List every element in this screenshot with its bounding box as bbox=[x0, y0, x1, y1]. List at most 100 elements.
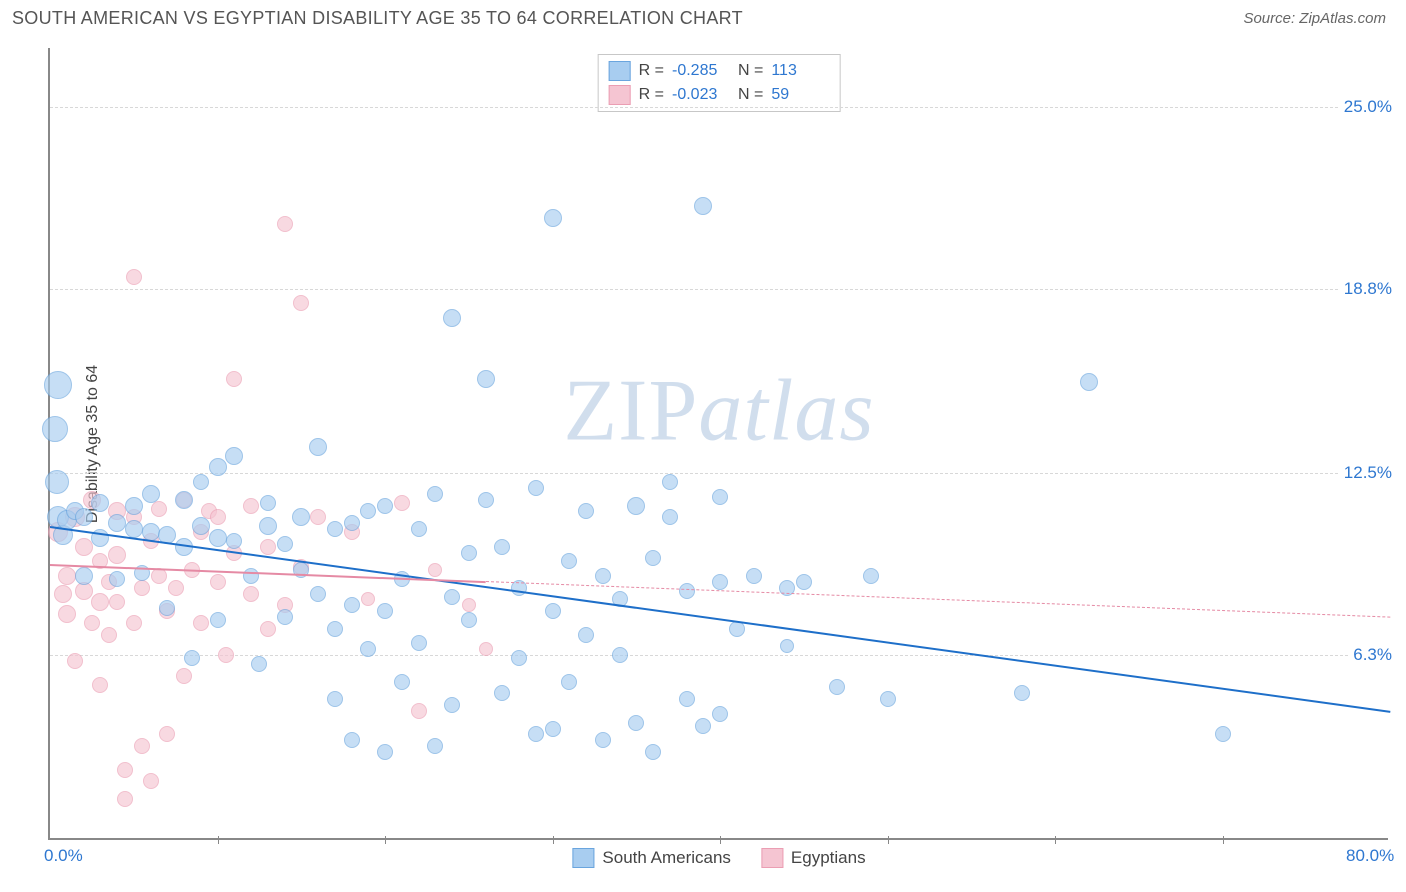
scatter-point bbox=[694, 197, 712, 215]
scatter-point bbox=[444, 589, 460, 605]
scatter-point bbox=[494, 539, 510, 555]
scatter-point bbox=[42, 416, 68, 442]
scatter-point bbox=[126, 615, 142, 631]
scatter-point bbox=[91, 593, 109, 611]
scatter-point bbox=[1215, 726, 1231, 742]
scatter-point bbox=[863, 568, 879, 584]
stats-legend: R = -0.285 N = 113 R = -0.023 N = 59 bbox=[598, 54, 841, 112]
scatter-point bbox=[578, 503, 594, 519]
scatter-point bbox=[377, 744, 393, 760]
scatter-point bbox=[528, 480, 544, 496]
scatter-point bbox=[125, 520, 143, 538]
watermark: ZIPatlas bbox=[563, 361, 874, 462]
r-label-1: R = bbox=[639, 62, 664, 80]
r-value-2: -0.023 bbox=[672, 86, 730, 104]
scatter-point bbox=[209, 458, 227, 476]
n-value-1: 113 bbox=[771, 62, 829, 80]
scatter-point bbox=[143, 773, 159, 789]
scatter-point bbox=[193, 474, 209, 490]
scatter-point bbox=[44, 371, 72, 399]
scatter-point bbox=[75, 538, 93, 556]
x-tick-mark bbox=[385, 836, 386, 844]
legend-item-series2: Egyptians bbox=[761, 848, 866, 868]
x-tick-mark bbox=[553, 836, 554, 844]
gridline bbox=[50, 107, 1388, 108]
scatter-point bbox=[427, 738, 443, 754]
scatter-point bbox=[394, 674, 410, 690]
scatter-point bbox=[595, 732, 611, 748]
series-legend: South Americans Egyptians bbox=[572, 848, 865, 868]
stats-row-series1: R = -0.285 N = 113 bbox=[609, 59, 830, 83]
scatter-point bbox=[612, 647, 628, 663]
scatter-point bbox=[226, 371, 242, 387]
scatter-point bbox=[226, 533, 242, 549]
scatter-point bbox=[151, 501, 167, 517]
scatter-point bbox=[428, 563, 442, 577]
scatter-point bbox=[117, 762, 133, 778]
scatter-point bbox=[243, 586, 259, 602]
gridline bbox=[50, 289, 1388, 290]
scatter-point bbox=[780, 639, 794, 653]
source-attribution: Source: ZipAtlas.com bbox=[1243, 10, 1386, 27]
scatter-point bbox=[277, 216, 293, 232]
scatter-point bbox=[168, 580, 184, 596]
x-tick-mark bbox=[888, 836, 889, 844]
scatter-point bbox=[545, 721, 561, 737]
legend-label-2: Egyptians bbox=[791, 848, 866, 868]
scatter-point bbox=[58, 605, 76, 623]
swatch-series1 bbox=[609, 61, 631, 81]
scatter-point bbox=[45, 470, 69, 494]
scatter-point bbox=[58, 567, 76, 585]
chart-header: SOUTH AMERICAN VS EGYPTIAN DISABILITY AG… bbox=[0, 0, 1406, 35]
scatter-point bbox=[175, 491, 193, 509]
scatter-point bbox=[444, 697, 460, 713]
scatter-point bbox=[260, 621, 276, 637]
scatter-point bbox=[679, 583, 695, 599]
scatter-point bbox=[225, 447, 243, 465]
scatter-point bbox=[117, 791, 133, 807]
scatter-point bbox=[746, 568, 762, 584]
scatter-point bbox=[209, 529, 227, 547]
scatter-point bbox=[712, 706, 728, 722]
scatter-point bbox=[210, 574, 226, 590]
r-value-1: -0.285 bbox=[672, 62, 730, 80]
scatter-point bbox=[712, 574, 728, 590]
scatter-point bbox=[796, 574, 812, 590]
scatter-point bbox=[109, 571, 125, 587]
scatter-point bbox=[377, 498, 393, 514]
scatter-point bbox=[1080, 373, 1098, 391]
scatter-point bbox=[243, 498, 259, 514]
scatter-point bbox=[210, 612, 226, 628]
scatter-point bbox=[277, 536, 293, 552]
chart-container: Disability Age 35 to 64 ZIPatlas R = -0.… bbox=[48, 48, 1388, 840]
scatter-point bbox=[134, 580, 150, 596]
scatter-point bbox=[462, 598, 476, 612]
scatter-point bbox=[394, 495, 410, 511]
scatter-point bbox=[84, 615, 100, 631]
n-label-1: N = bbox=[738, 62, 763, 80]
scatter-point bbox=[461, 545, 477, 561]
x-tick-mark bbox=[720, 836, 721, 844]
watermark-zip: ZIP bbox=[563, 363, 698, 460]
scatter-point bbox=[134, 738, 150, 754]
scatter-point bbox=[92, 677, 108, 693]
scatter-point bbox=[662, 509, 678, 525]
scatter-point bbox=[477, 370, 495, 388]
scatter-point bbox=[54, 585, 72, 603]
scatter-point bbox=[627, 497, 645, 515]
scatter-point bbox=[210, 509, 226, 525]
scatter-point bbox=[260, 539, 276, 555]
scatter-point bbox=[108, 514, 126, 532]
scatter-point bbox=[360, 503, 376, 519]
scatter-point bbox=[108, 546, 126, 564]
scatter-point bbox=[125, 497, 143, 515]
x-tick-mark bbox=[1055, 836, 1056, 844]
x-tick-label: 80.0% bbox=[1346, 846, 1394, 866]
legend-swatch-1 bbox=[572, 848, 594, 868]
watermark-atlas: atlas bbox=[698, 363, 874, 460]
scatter-point bbox=[829, 679, 845, 695]
scatter-point bbox=[277, 609, 293, 625]
scatter-point bbox=[75, 567, 93, 585]
scatter-point bbox=[327, 691, 343, 707]
scatter-point bbox=[260, 495, 276, 511]
